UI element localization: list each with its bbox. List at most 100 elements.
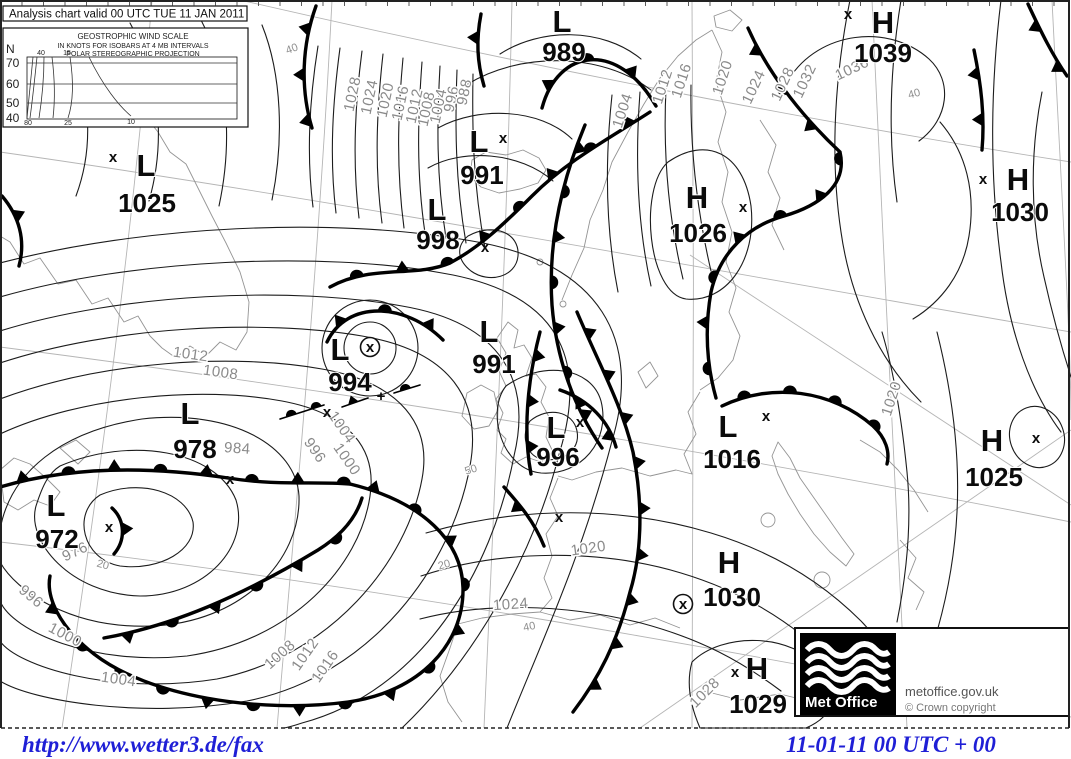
front-symbol-semicircle — [329, 532, 343, 545]
pressure-value: 1025 — [118, 188, 176, 218]
pressure-letter: H — [872, 5, 894, 40]
pressure-letter: L — [181, 396, 200, 431]
pressure-value: 1039 — [854, 38, 912, 68]
coast-finland — [759, 119, 785, 251]
cold-front — [1026, 2, 1069, 78]
grid-label: 20 — [437, 558, 452, 573]
pressure-value: 1030 — [703, 582, 761, 612]
front-symbol-triangle — [200, 697, 215, 710]
pressure-letter: L — [553, 4, 572, 39]
front-symbol-semicircle — [244, 474, 259, 482]
grid-label: 40 — [907, 87, 922, 102]
front-symbol-triangle — [633, 455, 646, 470]
front-symbol-triangle — [12, 209, 26, 223]
pressure-value: 972 — [35, 524, 78, 554]
developing-cold-front — [341, 397, 369, 408]
front-symbol-semicircle — [399, 383, 411, 392]
front-symbol-semicircle — [561, 184, 570, 199]
isobar-label: 984 — [223, 439, 251, 458]
pressure-value: 1030 — [991, 197, 1049, 227]
front-symbol-triangle — [1051, 60, 1065, 72]
pressure-value: 978 — [173, 434, 216, 464]
occluded-front — [325, 309, 445, 344]
coast-sardinia — [760, 512, 776, 528]
wind-scale-subtitle: IN KNOTS FOR ISOBARS AT 4 MB INTERVALS — [57, 43, 209, 50]
front-symbol-triangle — [546, 167, 560, 181]
front-symbol-triangle — [348, 395, 359, 405]
occluded-front — [102, 496, 364, 640]
center-x-marker: x — [1032, 430, 1041, 447]
coast-italy — [771, 441, 855, 567]
pressure-letter: L — [470, 124, 489, 159]
front-symbol-triangle — [334, 314, 348, 328]
coast-iceland — [469, 149, 547, 194]
front-symbol-triangle — [299, 113, 312, 127]
grid-label: 50 — [463, 463, 478, 478]
lat-label-n: N — [6, 42, 15, 56]
center-x-marker: x — [844, 6, 853, 23]
cold-front — [0, 194, 24, 268]
pressure-letter: L — [480, 314, 499, 349]
front-symbol-triangle — [120, 631, 135, 644]
front-symbol-triangle — [610, 636, 624, 650]
front-symbol-semicircle — [250, 581, 264, 592]
front-symbol-semicircle — [336, 476, 351, 484]
front-symbol-triangle — [290, 559, 303, 573]
lat-label-60: 60 — [6, 77, 20, 91]
front-symbol-semicircle — [310, 401, 322, 410]
pressure-letter: L — [428, 192, 447, 227]
center-x-marker: x — [679, 596, 688, 613]
front-symbol-semicircle — [440, 256, 455, 267]
front-symbol-triangle — [636, 547, 649, 562]
front-symbol-triangle — [467, 30, 479, 45]
front-symbol-triangle — [553, 229, 566, 244]
front-symbol-triangle — [1028, 19, 1042, 32]
front-symbol-semicircle — [75, 639, 88, 652]
grid-label: 40 — [522, 620, 536, 634]
front-symbol-triangle — [510, 499, 524, 513]
source-url[interactable]: http://www.wetter3.de/fax — [22, 732, 264, 757]
front-symbol-semicircle — [513, 200, 526, 213]
isobars — [0, 0, 1071, 729]
scale-tick: 40 — [37, 50, 45, 57]
front-symbol-triangle — [573, 140, 587, 154]
center-x-marker: x — [226, 471, 235, 488]
cold-front — [476, 12, 486, 88]
front-symbol-semicircle — [408, 503, 422, 515]
pressure-center: H 1025 x — [964, 422, 1041, 493]
front-symbol-semicircle — [551, 275, 559, 290]
front-symbol-semicircle — [776, 82, 788, 96]
coast-greece — [899, 539, 925, 611]
occluded-front — [110, 506, 125, 556]
cold-front — [302, 4, 318, 130]
front-symbol-triangle — [383, 688, 397, 702]
coast-balkans — [859, 439, 929, 513]
occluded-front — [328, 110, 652, 289]
front-symbol-semicircle — [165, 618, 179, 628]
front-mark: + — [377, 388, 386, 405]
met-office-wordmark: Met Office — [805, 694, 878, 711]
front-symbol-triangle — [208, 601, 222, 615]
coast-south-france — [539, 611, 681, 629]
front-symbol-semicircle — [563, 365, 573, 380]
pressure-letter: L — [719, 409, 738, 444]
front-symbol-semicircle — [868, 419, 881, 432]
front-symbol-semicircle — [834, 151, 842, 166]
valid-time: 11-01-11 00 UTC + 00 — [786, 732, 996, 757]
scale-tick: 25 — [64, 120, 72, 127]
lat-label-40: 40 — [6, 111, 20, 125]
center-x-marker: x — [979, 171, 988, 188]
front-symbol-triangle — [579, 409, 593, 422]
developing-warm-front — [279, 404, 325, 420]
front-symbol-triangle — [533, 348, 546, 363]
coast-continent-north — [557, 391, 701, 481]
pressure-letter: L — [331, 332, 350, 367]
pressure-value: 994 — [328, 367, 372, 397]
